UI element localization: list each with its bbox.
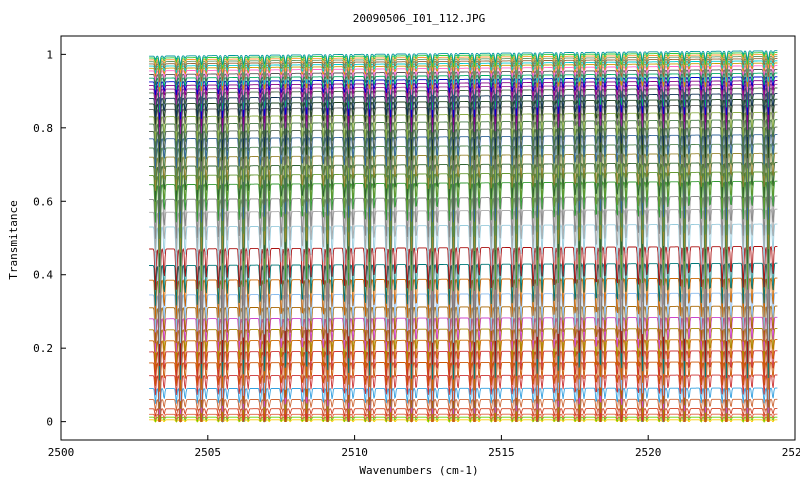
spectrum-series-line — [149, 245, 778, 367]
spectrum-series-line — [149, 413, 778, 423]
spectrum-series-line — [149, 83, 778, 135]
spectrum-series-line — [149, 76, 778, 120]
spectrum-series-line — [149, 180, 778, 293]
spectrum-series-line — [149, 152, 778, 254]
y-tick-label: 0.4 — [33, 269, 53, 282]
spectrum-series-line — [149, 223, 778, 345]
spectrum-series-line — [149, 349, 778, 422]
plot-frame — [60, 35, 796, 441]
x-tick-label: 2500 — [48, 446, 75, 459]
series-layer — [149, 50, 778, 424]
spectrum-series-line — [149, 118, 778, 200]
spectrum-series-line — [149, 161, 778, 268]
x-axis: 2500 2505 2510 2515 2520 2525 — [48, 435, 800, 459]
x-tick-label: 2510 — [341, 446, 368, 459]
spectrum-series-line — [149, 327, 778, 420]
y-tick-label: 1 — [46, 48, 53, 61]
spectrum-series-line — [149, 262, 778, 381]
x-tick-label: 2525 — [782, 446, 800, 459]
chart-title: 20090506_I01_112.JPG — [353, 12, 485, 25]
spectrum-series-line — [149, 407, 778, 423]
x-tick-label: 2520 — [635, 446, 662, 459]
spectrum-series-line — [149, 103, 778, 173]
spectrum-series-line — [149, 338, 778, 422]
spectrum-series-line — [149, 72, 778, 113]
spectrum-series-line — [149, 111, 778, 187]
x-tick-label: 2515 — [488, 446, 515, 459]
spectrum-series-line — [149, 419, 778, 423]
spectrum-series-line — [149, 133, 778, 225]
spectrum-series-line — [149, 79, 778, 128]
spectrum-series-line — [149, 55, 778, 78]
y-tick-label: 0.8 — [33, 122, 53, 135]
y-axis-label: Transmitance — [7, 200, 20, 279]
spectrum-series-line — [149, 398, 778, 423]
spectrum-series-line — [149, 373, 778, 423]
spectrum-series-line — [149, 305, 778, 410]
spectrum-series-line — [149, 92, 778, 153]
spectrum-series-line — [149, 68, 778, 105]
y-tick-label: 0.2 — [33, 342, 53, 355]
spectrum-series-line — [149, 50, 778, 67]
spectrum-series-line — [149, 87, 778, 142]
spectrum-series-line — [149, 53, 778, 74]
x-axis-label: Wavenumbers (cm-1) — [359, 464, 478, 477]
y-tick-label: 0 — [46, 416, 53, 429]
spectrum-series-line — [149, 387, 778, 424]
spectrum-series-line — [149, 277, 778, 392]
spectrum-series-line — [149, 62, 778, 92]
y-tick-label: 0.6 — [33, 195, 53, 208]
spectrum-series-line — [149, 126, 778, 212]
spectrum-series-line — [149, 195, 778, 313]
spectrum-series-line — [149, 171, 778, 281]
spectrum-series-line — [149, 98, 778, 163]
spectrum-series-line — [149, 58, 778, 83]
spectrum-series-line — [149, 416, 778, 424]
spectrum-series-line — [149, 316, 778, 415]
spectrum-series-line — [149, 292, 778, 402]
spectrum-series-line — [149, 65, 778, 98]
y-axis: 0 0.2 0.4 0.6 0.8 1 — [33, 48, 66, 429]
x-tick-label: 2505 — [195, 446, 222, 459]
spectrum-series-line — [149, 60, 778, 88]
spectrum-series-line — [149, 208, 778, 328]
spectrum-series-line — [149, 360, 778, 422]
spectrum-series-line — [149, 52, 778, 70]
spectrum-series-line — [149, 143, 778, 240]
